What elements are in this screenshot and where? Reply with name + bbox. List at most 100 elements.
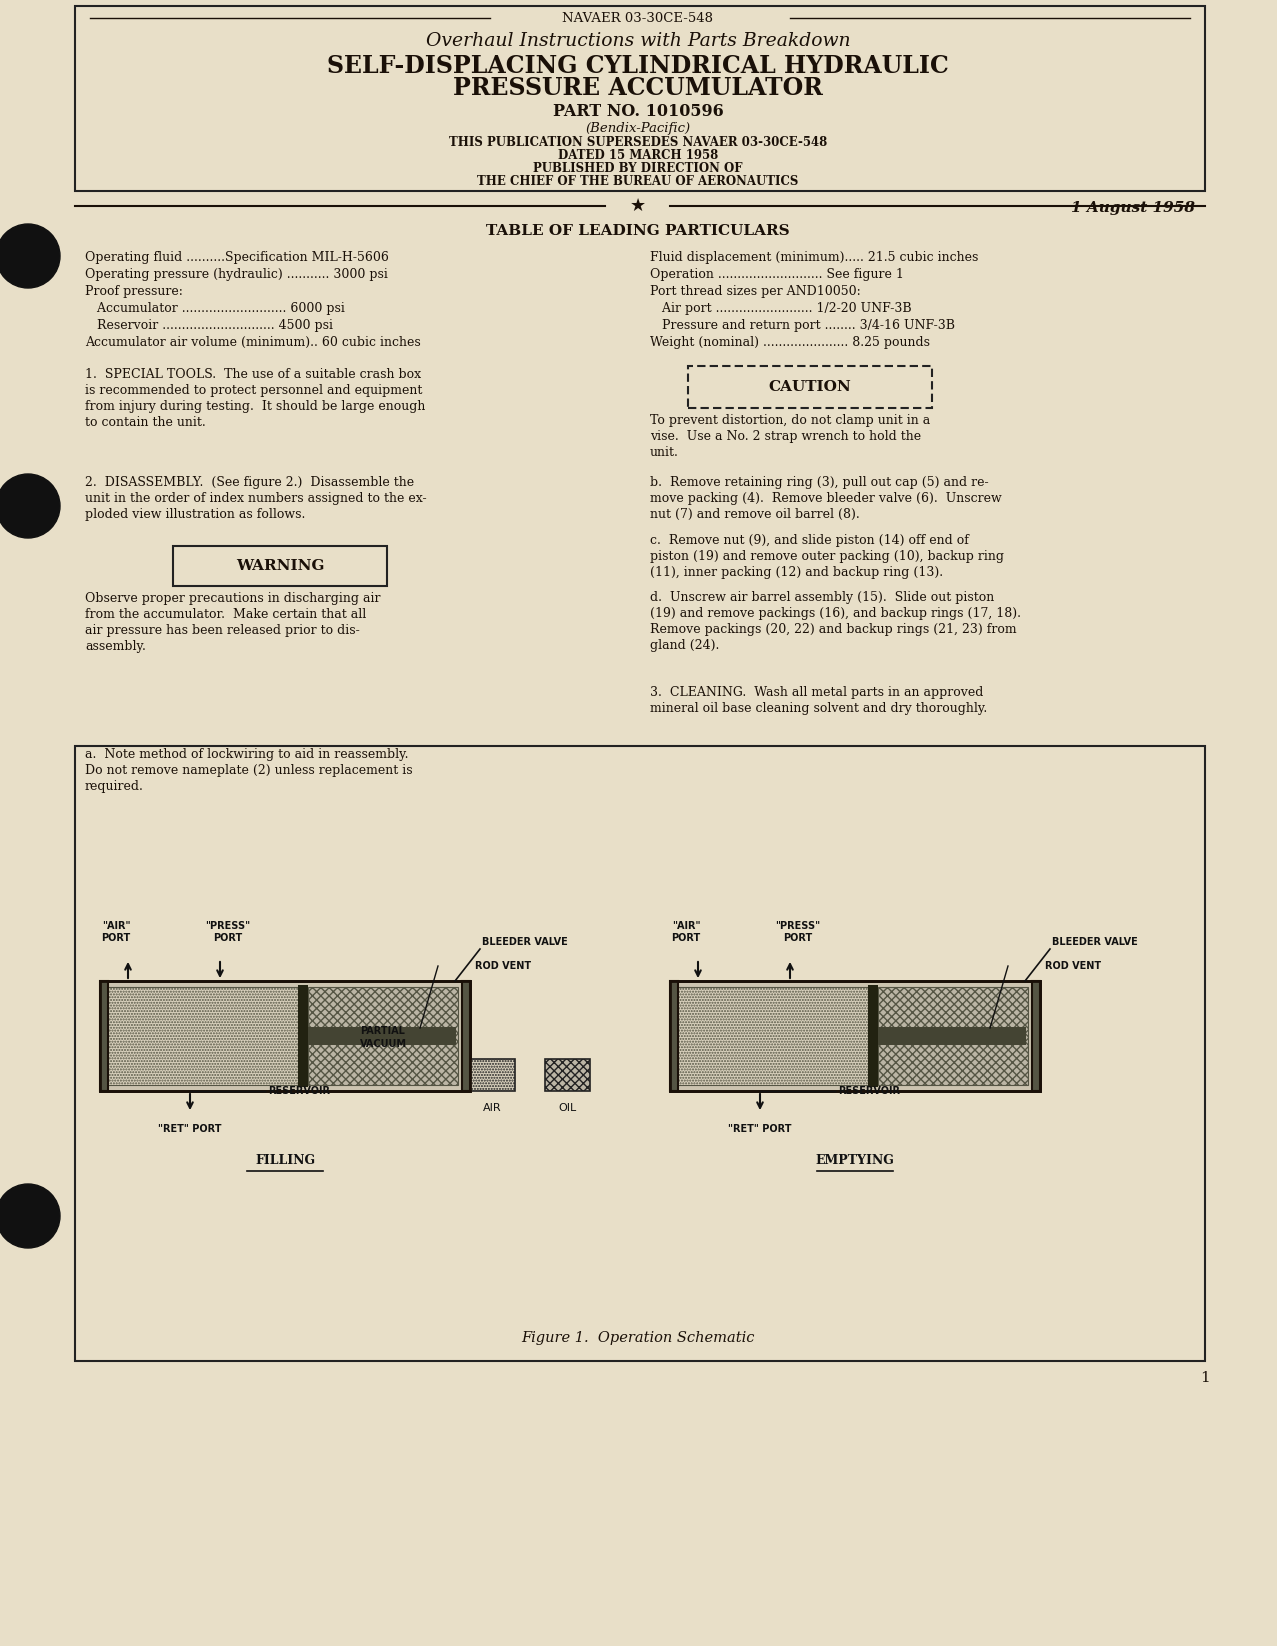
Text: AIR: AIR [483,1103,502,1113]
Text: nut (7) and remove oil barrel (8).: nut (7) and remove oil barrel (8). [650,509,859,522]
Text: VACUUM: VACUUM [360,1039,406,1049]
Text: air pressure has been released prior to dis-: air pressure has been released prior to … [86,624,360,637]
Text: Operation ........................... See figure 1: Operation ........................... Se… [650,268,904,281]
Text: ploded view illustration as follows.: ploded view illustration as follows. [86,509,305,522]
Text: "AIR": "AIR" [102,922,130,932]
Text: Overhaul Instructions with Parts Breakdown: Overhaul Instructions with Parts Breakdo… [425,31,850,49]
Text: from injury during testing.  It should be large enough: from injury during testing. It should be… [86,400,425,413]
Text: EMPTYING: EMPTYING [816,1154,894,1167]
Text: is recommended to protect personnel and equipment: is recommended to protect personnel and … [86,384,423,397]
Text: FILLING: FILLING [255,1154,315,1167]
Text: d.  Unscrew air barrel assembly (15).  Slide out piston: d. Unscrew air barrel assembly (15). Sli… [650,591,995,604]
Text: THE CHIEF OF THE BUREAU OF AERONAUTICS: THE CHIEF OF THE BUREAU OF AERONAUTICS [478,174,798,188]
Text: THIS PUBLICATION SUPERSEDES NAVAER 03-30CE-548: THIS PUBLICATION SUPERSEDES NAVAER 03-30… [450,135,827,148]
Text: move packing (4).  Remove bleeder valve (6).  Unscrew: move packing (4). Remove bleeder valve (… [650,492,1001,505]
Text: To prevent distortion, do not clamp unit in a: To prevent distortion, do not clamp unit… [650,415,930,426]
Text: 2.  DISASSEMBLY.  (See figure 2.)  Disassemble the: 2. DISASSEMBLY. (See figure 2.) Disassem… [86,476,414,489]
Bar [462,981,470,1091]
Text: a.  Note method of lockwiring to aid in reassembly.: a. Note method of lockwiring to aid in r… [86,747,409,760]
Text: PORT: PORT [213,933,243,943]
Bar [1032,981,1039,1091]
Bar [308,988,458,1085]
Text: Remove packings (20, 22) and backup rings (21, 23) from: Remove packings (20, 22) and backup ring… [650,622,1016,635]
Text: TABLE OF LEADING PARTICULARS: TABLE OF LEADING PARTICULARS [487,224,789,239]
Text: RESERVOIR: RESERVOIR [838,1086,900,1096]
Bar [308,1027,456,1045]
Circle shape [0,474,60,538]
Bar [545,1058,590,1091]
Text: Weight (nominal) ...................... 8.25 pounds: Weight (nominal) ...................... … [650,336,930,349]
Text: Port thread sizes per AND10050:: Port thread sizes per AND10050: [650,285,861,298]
Text: c.  Remove nut (9), and slide piston (14) off end of: c. Remove nut (9), and slide piston (14)… [650,533,969,546]
Bar [676,988,868,1085]
Bar [879,988,1028,1085]
Text: required.: required. [86,780,144,793]
Text: Observe proper precautions in discharging air: Observe proper precautions in dischargin… [86,593,381,606]
Text: DATED 15 MARCH 1958: DATED 15 MARCH 1958 [558,148,718,161]
Bar [100,981,470,1091]
Text: mineral oil base cleaning solvent and dry thoroughly.: mineral oil base cleaning solvent and dr… [650,701,987,714]
Text: ROD VENT: ROD VENT [1045,961,1101,971]
Text: SELF-DISPLACING CYLINDRICAL HYDRAULIC: SELF-DISPLACING CYLINDRICAL HYDRAULIC [327,54,949,77]
Text: from the accumulator.  Make certain that all: from the accumulator. Make certain that … [86,607,366,621]
Text: "AIR": "AIR" [672,922,700,932]
Text: Accumulator air volume (minimum).. 60 cubic inches: Accumulator air volume (minimum).. 60 cu… [86,336,420,349]
Text: BLEEDER VALVE: BLEEDER VALVE [1052,937,1138,946]
Text: gland (24).: gland (24). [650,639,719,652]
Text: (Bendix-Pacific): (Bendix-Pacific) [585,122,691,135]
Text: Accumulator ........................... 6000 psi: Accumulator ........................... … [86,301,345,314]
Text: unit in the order of index numbers assigned to the ex-: unit in the order of index numbers assig… [86,492,427,505]
Text: RESERVOIR: RESERVOIR [268,1086,329,1096]
Bar [670,981,678,1091]
Text: 1.  SPECIAL TOOLS.  The use of a suitable crash box: 1. SPECIAL TOOLS. The use of a suitable … [86,369,421,380]
Text: "PRESS": "PRESS" [206,922,250,932]
Text: assembly.: assembly. [86,640,146,653]
Text: NAVAER 03-30CE-548: NAVAER 03-30CE-548 [562,12,714,25]
Circle shape [0,1183,60,1248]
Text: vise.  Use a No. 2 strap wrench to hold the: vise. Use a No. 2 strap wrench to hold t… [650,430,921,443]
Text: Figure 1.  Operation Schematic: Figure 1. Operation Schematic [521,1332,755,1345]
Text: 1 August 1958: 1 August 1958 [1071,201,1195,216]
Text: Fluid displacement (minimum)..... 21.5 cubic inches: Fluid displacement (minimum)..... 21.5 c… [650,250,978,263]
Text: piston (19) and remove outer packing (10), backup ring: piston (19) and remove outer packing (10… [650,550,1004,563]
Text: Air port ......................... 1/2-20 UNF-3B: Air port ......................... 1/2-2… [650,301,912,314]
Text: ROD VENT: ROD VENT [475,961,531,971]
Bar [106,988,298,1085]
Text: PORT: PORT [101,933,130,943]
Text: "RET" PORT: "RET" PORT [158,1124,222,1134]
Text: (19) and remove packings (16), and backup rings (17, 18).: (19) and remove packings (16), and backu… [650,607,1022,621]
Text: Operating pressure (hydraulic) ........... 3000 psi: Operating pressure (hydraulic) .........… [86,268,388,281]
Text: unit.: unit. [650,446,679,459]
Text: PORT: PORT [672,933,701,943]
Text: OIL: OIL [558,1103,577,1113]
Text: Operating fluid ..........Specification MIL-H-5606: Operating fluid ..........Specification … [86,250,389,263]
Bar [75,7,1205,191]
Bar [75,746,1205,1361]
Text: PART NO. 1010596: PART NO. 1010596 [553,102,723,120]
Bar [298,984,308,1086]
Text: 1: 1 [1200,1371,1211,1384]
Bar [670,981,1039,1091]
Text: b.  Remove retaining ring (3), pull out cap (5) and re-: b. Remove retaining ring (3), pull out c… [650,476,988,489]
Text: Reservoir ............................. 4500 psi: Reservoir ............................. … [86,319,333,332]
Circle shape [0,224,60,288]
Text: PUBLISHED BY DIRECTION OF: PUBLISHED BY DIRECTION OF [534,161,743,174]
Bar [100,981,470,1091]
Bar [470,1058,515,1091]
Text: Proof pressure:: Proof pressure: [86,285,183,298]
Text: PRESSURE ACCUMULATOR: PRESSURE ACCUMULATOR [453,76,822,100]
Text: Pressure and return port ........ 3/4-16 UNF-3B: Pressure and return port ........ 3/4-16… [650,319,955,332]
Text: CAUTION: CAUTION [769,380,852,393]
Text: (11), inner packing (12) and backup ring (13).: (11), inner packing (12) and backup ring… [650,566,944,579]
Bar [100,981,109,1091]
Text: PARTIAL: PARTIAL [360,1025,405,1035]
Text: Do not remove nameplate (2) unless replacement is: Do not remove nameplate (2) unless repla… [86,764,412,777]
Bar [868,984,879,1086]
Text: PORT: PORT [783,933,812,943]
Text: WARNING: WARNING [236,560,324,573]
Text: BLEEDER VALVE: BLEEDER VALVE [481,937,568,946]
Text: to contain the unit.: to contain the unit. [86,416,206,430]
Bar [879,1027,1025,1045]
Text: "RET" PORT: "RET" PORT [728,1124,792,1134]
Bar [670,981,1039,1091]
